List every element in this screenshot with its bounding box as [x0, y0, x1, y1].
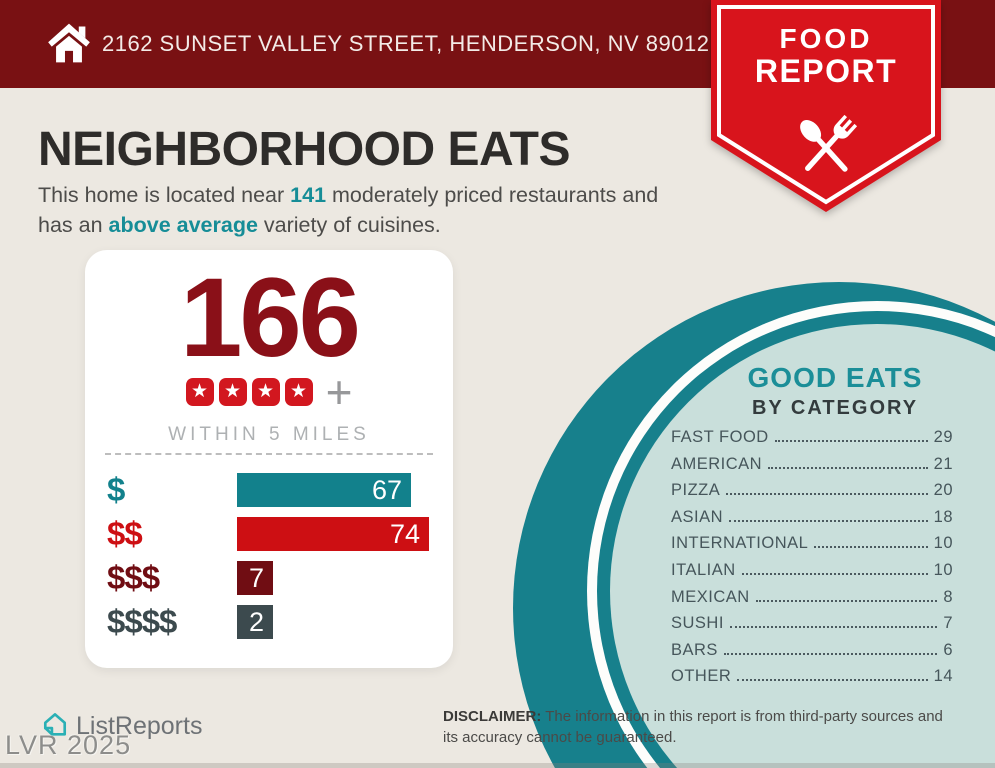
disclaimer-text: DISCLAIMER: The information in this repo…	[443, 706, 958, 748]
price-bar-value: 74	[389, 518, 420, 549]
restaurant-summary-card: 166 ★ ★ ★ ★ + WITHIN 5 MILES $67 $$ 74 $$$ 7 $$$…	[85, 250, 453, 668]
category-row: FAST FOOD 29	[671, 428, 953, 455]
category-value: 8	[943, 587, 953, 606]
price-bar-row: $$$ 7	[85, 561, 453, 595]
price-bar: 67	[237, 473, 411, 507]
dotted-leader	[774, 440, 928, 442]
price-bar-row: $$ 74	[85, 517, 453, 551]
intro-highlight: above average	[108, 212, 258, 237]
category-label: SUSHI	[671, 614, 724, 633]
good-eats-title: GOOD EATS	[747, 362, 923, 393]
category-value: 7	[943, 614, 953, 633]
dotted-leader	[726, 493, 928, 496]
category-value: 6	[943, 640, 953, 659]
dashed-divider	[105, 453, 433, 455]
category-label: BARS	[671, 640, 718, 659]
plus-sign: +	[325, 366, 353, 418]
price-bar: 74	[237, 517, 429, 551]
category-label: INTERNATIONAL	[671, 534, 809, 553]
category-label: FAST FOOD	[671, 428, 769, 446]
property-address: 2162 SUNSET VALLEY STREET, HENDERSON, NV…	[102, 31, 710, 56]
ribbon-line1: FOOD	[780, 23, 873, 54]
category-row: ITALIAN 10	[671, 561, 953, 588]
good-eats-subtitle: BY CATEGORY	[751, 397, 919, 419]
category-label: AMERICAN	[671, 454, 763, 473]
dotted-leader	[723, 652, 938, 655]
star-rating: ★ ★ ★ ★ +	[85, 366, 453, 418]
bottom-edge-strip	[0, 763, 995, 768]
dotted-leader	[768, 466, 928, 469]
star-icon: ★	[218, 378, 247, 406]
category-label: ITALIAN	[671, 560, 736, 579]
category-value: 21	[933, 454, 953, 473]
price-level-label: $	[107, 471, 125, 508]
star-icon: ★	[185, 378, 214, 406]
food-report-ribbon: FOOD REPORT	[711, 0, 941, 212]
category-row: AMERICAN 21	[671, 455, 953, 482]
dotted-leader	[741, 572, 928, 575]
category-label: MEXICAN	[671, 587, 750, 606]
category-row: SUSHI 7	[671, 614, 953, 641]
category-label: OTHER	[671, 667, 732, 686]
disclaimer-label: DISCLAIMER:	[443, 708, 542, 725]
category-row: OTHER 14	[671, 667, 953, 694]
intro-pre: This home is located near	[38, 183, 291, 207]
category-row: MEXICAN 8	[671, 588, 953, 615]
star-icon: ★	[251, 378, 280, 406]
category-value: 18	[933, 507, 953, 526]
listreports-brand-text: ListReports	[76, 712, 203, 740]
intro-text: This home is located near 141 moderately…	[38, 181, 686, 240]
category-row: ASIAN 18	[671, 508, 953, 535]
disclaimer-body: The information in this report is from t…	[443, 708, 943, 746]
price-bar-value: 67	[371, 474, 402, 505]
lvr-watermark: LVR 2025	[5, 730, 132, 760]
dotted-leader	[729, 626, 938, 629]
total-restaurants: 166	[180, 255, 361, 380]
price-level-label: $$	[107, 515, 143, 552]
intro-post: variety of cuisines.	[257, 212, 441, 237]
ribbon-line2: REPORT	[755, 53, 897, 89]
price-bar-row: $$$$ 2	[85, 605, 453, 639]
category-value: 20	[933, 481, 953, 500]
listreports-logo-icon	[43, 713, 67, 736]
star-icon: ★	[284, 378, 313, 406]
category-list: FAST FOOD 29 AMERICAN 21 PIZZA 20 ASIAN 18 INTER…	[671, 428, 953, 694]
price-bar-chart: $67 $$ 74 $$$ 7 $$$$ 2	[85, 473, 453, 649]
page-title: NEIGHBORHOOD EATS	[38, 123, 570, 176]
price-level-label: $$$	[107, 559, 160, 596]
category-label: PIZZA	[671, 481, 721, 500]
radius-label: WITHIN 5 MILES	[168, 424, 370, 445]
price-bar-value: 2	[248, 606, 264, 637]
price-level-label: $$$$	[107, 603, 177, 640]
price-bar: 2	[237, 605, 273, 639]
category-value: 29	[933, 428, 953, 446]
spoon-fork-icon	[800, 114, 858, 172]
dotted-leader	[737, 679, 928, 682]
restaurant-count: 141	[290, 183, 327, 207]
home-icon	[48, 23, 90, 63]
price-bar-row: $67	[85, 473, 453, 507]
dotted-leader	[755, 599, 938, 602]
category-row: PIZZA 20	[671, 481, 953, 508]
category-row: INTERNATIONAL 10	[671, 534, 953, 561]
category-value: 10	[933, 560, 953, 579]
category-value: 10	[933, 534, 953, 553]
price-bar-value: 7	[248, 562, 264, 593]
category-value: 14	[933, 667, 953, 686]
price-bar: 7	[237, 561, 273, 595]
stars-group: ★ ★ ★ ★	[185, 378, 313, 406]
dotted-leader	[814, 546, 928, 549]
intro-mid: moderately priced restaurants and has an	[38, 183, 659, 237]
category-label: ASIAN	[671, 507, 724, 526]
category-row: BARS 6	[671, 641, 953, 668]
good-eats-header: GOOD EATS BY CATEGORY	[640, 362, 995, 420]
dotted-leader	[729, 519, 928, 522]
